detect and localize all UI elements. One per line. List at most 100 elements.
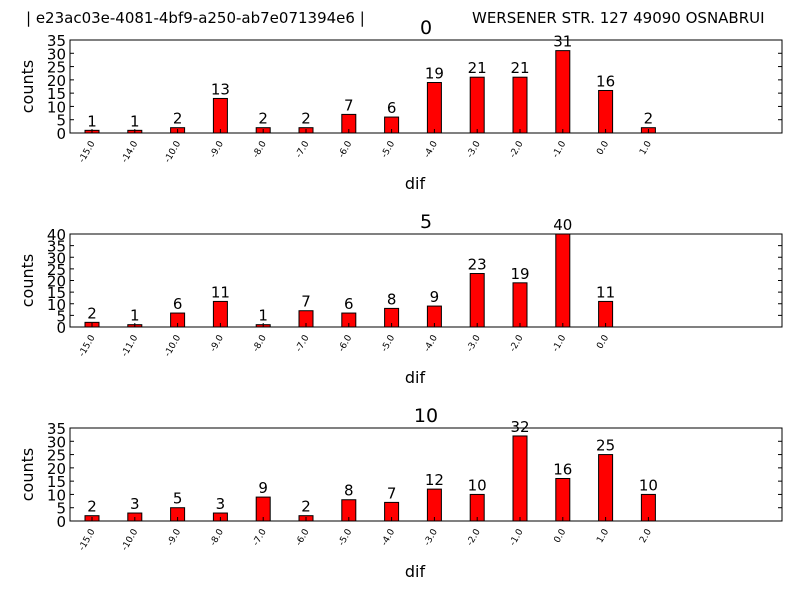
x-tick-label: -9.0	[166, 527, 184, 547]
x-tick-label: 1.0	[595, 527, 611, 545]
bar-value-label: 19	[425, 65, 444, 83]
y-tick-label: 0	[56, 513, 66, 531]
bar-value-label: 13	[211, 80, 230, 98]
y-tick-label: 20	[47, 460, 66, 478]
bar-value-label: 8	[344, 482, 354, 500]
bar	[555, 477, 571, 522]
bar	[598, 89, 614, 134]
x-tick-label: -6.0	[294, 527, 312, 547]
bar-value-label: 2	[301, 110, 311, 128]
bar-value-label: 3	[130, 495, 140, 513]
bar-value-label: 6	[173, 295, 183, 313]
x-tick-label: -4.0	[423, 333, 441, 353]
x-tick-label: -7.0	[294, 139, 312, 159]
bar-value-label: 6	[387, 99, 397, 117]
bar	[512, 282, 528, 328]
bar-value-label: 2	[644, 110, 654, 128]
bar-value-label: 11	[596, 283, 615, 301]
y-tick-label: 40	[47, 226, 66, 244]
bar-value-label: 9	[258, 479, 268, 497]
x-tick-label: -1.0	[551, 139, 569, 159]
x-tick-label: -8.0	[251, 333, 269, 353]
bar-value-label: 21	[468, 59, 487, 77]
bar-value-label: 2	[87, 304, 97, 322]
chart-title: 0	[420, 17, 432, 39]
bar-value-label: 25	[596, 437, 615, 455]
record-id-text: | e23ac03e-4081-4bf9-a250-ab7e071394e6 |	[26, 9, 365, 27]
bar-value-label: 2	[301, 498, 311, 516]
x-tick-label: -3.0	[465, 333, 483, 353]
axes-frame	[69, 427, 783, 522]
x-tick-label: -15.0	[77, 139, 97, 164]
bar-value-label: 7	[387, 484, 397, 502]
y-tick-label: 35	[47, 32, 66, 50]
bar-value-label: 2	[173, 110, 183, 128]
bar	[426, 82, 442, 134]
x-tick-label: -2.0	[508, 333, 526, 353]
x-tick-label: -1.0	[508, 527, 526, 547]
y-tick-label: 25	[47, 447, 66, 465]
bar-value-label: 23	[468, 256, 487, 274]
x-tick-label: -9.0	[209, 139, 227, 159]
x-tick-label: -3.0	[465, 139, 483, 159]
bar-value-label: 32	[510, 418, 529, 436]
bar	[426, 488, 442, 522]
y-tick-label: 15	[47, 85, 66, 103]
x-tick-label: -3.0	[423, 527, 441, 547]
address-text: WERSENER STR. 127 49090 OSNABRUI	[472, 9, 765, 27]
bar-value-label: 10	[639, 476, 658, 494]
chart-panel-10: 10counts051015202530352-15.03-10.05-9.03…	[18, 405, 783, 581]
bar-value-label: 5	[173, 490, 183, 508]
y-tick-label: 10	[47, 296, 66, 314]
x-tick-label: -5.0	[380, 333, 398, 353]
chart-title: 5	[420, 211, 432, 233]
y-tick-label: 5	[56, 500, 66, 518]
bar-value-label: 1	[87, 112, 97, 130]
y-axis-label: counts	[18, 60, 37, 113]
x-tick-label: -2.0	[465, 527, 483, 547]
x-tick-label: -5.0	[337, 527, 355, 547]
bar-value-label: 1	[130, 112, 140, 130]
bar-value-label: 31	[553, 33, 572, 51]
x-tick-label: 0.0	[595, 333, 611, 351]
bar-value-label: 7	[344, 96, 354, 114]
x-tick-label: -14.0	[120, 139, 140, 164]
bar	[469, 76, 485, 134]
chart-panel-5: 5counts05101520253035402-15.01-11.06-10.…	[18, 211, 783, 387]
figure-header: | e23ac03e-4081-4bf9-a250-ab7e071394e6 |…	[0, 9, 800, 29]
bar-value-label: 1	[130, 307, 140, 325]
y-tick-label: 5	[56, 112, 66, 130]
y-tick-label: 10	[47, 486, 66, 504]
x-tick-label: -7.0	[294, 333, 312, 353]
bar-value-label: 16	[596, 72, 615, 90]
x-tick-label: -5.0	[380, 139, 398, 159]
axes-frame	[69, 39, 783, 134]
x-tick-label: -10.0	[163, 139, 183, 164]
y-tick-label: 20	[47, 273, 66, 291]
x-tick-label: -8.0	[209, 527, 227, 547]
y-tick-label: 35	[47, 420, 66, 438]
x-tick-label: 2.0	[638, 527, 654, 545]
y-tick-label: 25	[47, 261, 66, 279]
bar-value-label: 6	[344, 295, 354, 313]
x-tick-label: -6.0	[337, 333, 355, 353]
bar-value-label: 2	[87, 498, 97, 516]
x-tick-label: -11.0	[120, 333, 140, 358]
y-tick-label: 10	[47, 98, 66, 116]
y-tick-label: 15	[47, 284, 66, 302]
y-tick-label: 0	[56, 319, 66, 337]
y-tick-label: 15	[47, 473, 66, 491]
y-tick-label: 0	[56, 125, 66, 143]
y-tick-label: 30	[47, 45, 66, 63]
bar	[555, 50, 571, 134]
bar	[598, 454, 614, 522]
axes-frame	[69, 233, 783, 328]
bar	[212, 97, 228, 134]
y-tick-label: 25	[47, 59, 66, 77]
x-tick-label: -8.0	[251, 139, 269, 159]
bar-value-label: 2	[258, 110, 268, 128]
y-axis-label: counts	[18, 254, 37, 307]
bar-value-label: 10	[468, 476, 487, 494]
bar-value-label: 3	[216, 495, 226, 513]
